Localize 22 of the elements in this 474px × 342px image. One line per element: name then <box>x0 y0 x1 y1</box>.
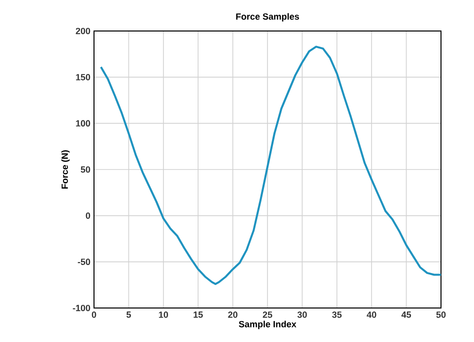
x-tick-label: 45 <box>401 312 412 318</box>
y-tick-label: 200 <box>76 28 90 34</box>
x-tick-label: 40 <box>366 312 376 318</box>
y-tick-label: 100 <box>76 120 90 127</box>
x-tick-label: 25 <box>262 312 272 318</box>
y-tick-label: 0 <box>86 212 90 219</box>
y-tick-label: -50 <box>78 258 90 266</box>
x-tick-label: 0 <box>92 312 96 318</box>
x-tick-label: 10 <box>158 312 168 318</box>
line-series <box>100 46 441 285</box>
x-tick-label: 30 <box>297 312 307 318</box>
y-tick-label: 150 <box>76 74 90 80</box>
x-axis-title: Sample Index <box>238 320 296 330</box>
x-tick-label: 5 <box>126 312 131 318</box>
x-tick-label: 35 <box>332 312 342 318</box>
y-axis-title: Force (N) <box>61 150 70 189</box>
x-tick-label: 20 <box>228 312 238 318</box>
y-tick-label: 50 <box>80 166 90 173</box>
chart-title: Force Samples <box>236 13 300 22</box>
y-tick-label: -100 <box>72 304 90 312</box>
x-tick-label: 15 <box>194 312 203 318</box>
x-tick-label: 50 <box>436 312 446 318</box>
